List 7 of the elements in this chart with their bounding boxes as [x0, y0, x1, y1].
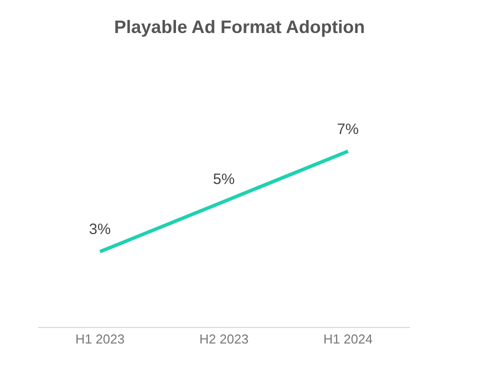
x-tick-label: H1 2024	[323, 332, 373, 347]
x-tick-label: H1 2023	[75, 332, 125, 347]
data-label: 7%	[337, 121, 359, 138]
data-label: 5%	[213, 171, 235, 188]
x-tick-label: H2 2023	[199, 332, 249, 347]
data-label: 3%	[89, 221, 111, 238]
chart-title: Playable Ad Format Adoption	[114, 16, 365, 37]
